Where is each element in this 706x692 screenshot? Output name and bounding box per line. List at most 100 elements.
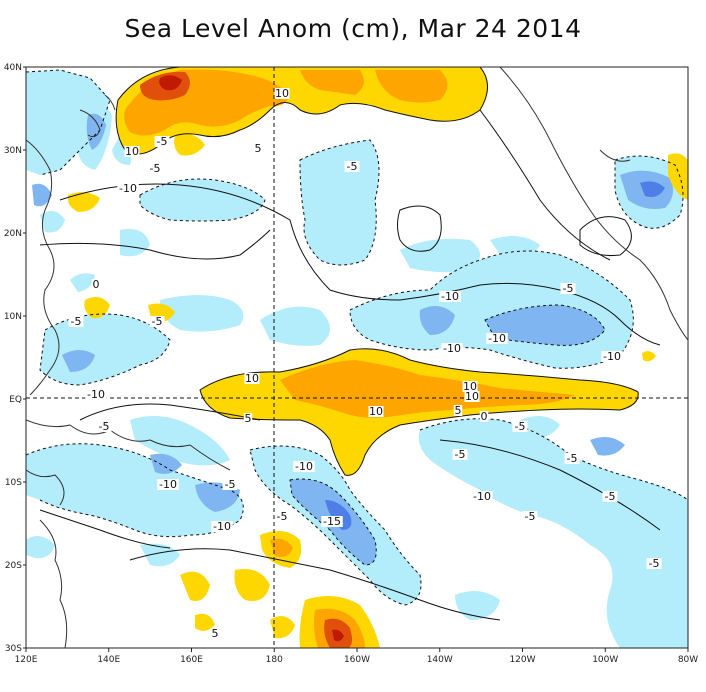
contour-label: -5 — [563, 282, 574, 295]
contour-label-background — [149, 316, 165, 327]
contour-label-background — [471, 491, 493, 502]
y-tick-label: 40N — [4, 63, 22, 73]
contour-label-background — [560, 283, 576, 294]
contour-labels: 1010-55-5-100-5-10-5-5-5-10-10-10-5-1010… — [68, 87, 662, 640]
contour-label: -5 — [152, 315, 163, 328]
x-axis: 120E 140E 160E 180 160W 140W 120W 100W 80W — [15, 648, 698, 665]
contour-label: 10 — [463, 380, 477, 393]
contour-label: -10 — [159, 478, 177, 491]
contour-label-background — [602, 491, 618, 502]
contour-label: -5 — [347, 160, 358, 173]
contour-label: -10 — [603, 350, 621, 363]
contour-label-background — [441, 343, 463, 354]
x-tick-label: 80W — [678, 655, 698, 665]
y-tick-label: EQ — [9, 395, 22, 405]
contour-label: -10 — [473, 490, 491, 503]
contour-label-background — [486, 333, 508, 344]
contour-label-background — [453, 405, 463, 416]
contour-label-background — [646, 558, 662, 569]
contour-label-background — [91, 279, 101, 290]
contour-label: -5 — [150, 162, 161, 175]
contour-label: 5 — [212, 627, 219, 640]
x-tick-label: 180 — [266, 655, 283, 665]
contour-label: -5 — [225, 478, 236, 491]
dashed-contour-lines — [26, 69, 688, 606]
contour-label-background — [522, 511, 538, 522]
contour-label: -5 — [157, 135, 168, 148]
contour-label-background — [243, 413, 253, 424]
contour-label-background — [124, 146, 140, 157]
contour-label-background — [464, 391, 480, 402]
contour-label-background — [368, 406, 384, 417]
contour-label: 0 — [93, 278, 100, 291]
contour-label-background — [244, 373, 260, 384]
contour-label: -5 — [515, 420, 526, 433]
contour-label-background — [293, 461, 315, 472]
x-tick-label: 140W — [427, 655, 453, 665]
contour-label: -5 — [99, 420, 110, 433]
contour-label-background — [157, 479, 179, 490]
contour-label: -5 — [567, 452, 578, 465]
y-tick-label: 30S — [5, 644, 22, 654]
contour-label-background — [96, 421, 112, 432]
contour-label: -10 — [213, 520, 231, 533]
x-tick-label: 160W — [344, 655, 370, 665]
negative-anomaly-moderate — [32, 113, 674, 565]
contour-label-background — [211, 521, 233, 532]
contour-label-background — [222, 479, 238, 490]
contour-label-background — [564, 453, 580, 464]
negative-anomaly-strong — [325, 181, 665, 530]
contour-label: -5 — [71, 315, 82, 328]
contour-label: -5 — [649, 557, 660, 570]
contour-label: 10 — [125, 145, 139, 158]
contour-label: 10 — [369, 405, 383, 418]
contour-label: -10 — [443, 342, 461, 355]
contour-label: 5 — [255, 142, 262, 155]
x-tick-label: 160E — [180, 655, 203, 665]
contour-label-background — [253, 143, 263, 154]
contour-label: 5 — [455, 404, 462, 417]
contour-label: 10 — [465, 390, 479, 403]
y-tick-label: 20S — [5, 561, 22, 571]
contour-label-background — [452, 449, 468, 460]
y-tick-label: 30N — [4, 146, 22, 156]
x-tick-label: 120E — [15, 655, 38, 665]
y-tick-label: 10S — [5, 478, 22, 488]
contour-label: -10 — [295, 460, 313, 473]
contour-label: -5 — [605, 490, 616, 503]
contour-label-background — [321, 516, 343, 527]
y-tick-label: 10N — [4, 312, 22, 322]
contour-label-background — [154, 136, 170, 147]
contour-label-background — [479, 411, 489, 422]
contour-label: -10 — [87, 388, 105, 401]
coastlines — [26, 67, 688, 648]
contour-label-background — [147, 163, 163, 174]
contour-label: 0 — [481, 410, 488, 423]
contour-label: -10 — [488, 332, 506, 345]
contour-label-background — [344, 161, 360, 172]
map-title: Sea Level Anom (cm), Mar 24 2014 — [124, 14, 582, 43]
contour-label: -15 — [323, 515, 341, 528]
contour-label: 10 — [275, 87, 289, 100]
contour-label-background — [274, 88, 290, 99]
contour-label-background — [512, 421, 528, 432]
contour-label-background — [210, 628, 220, 639]
contour-label: -10 — [119, 182, 137, 195]
contour-label: -5 — [277, 510, 288, 523]
x-tick-label: 140E — [97, 655, 120, 665]
contour-label: 5 — [245, 412, 252, 425]
contour-label-background — [117, 183, 139, 194]
y-axis: 40N 30N 20N 10N EQ 10S 20S 30S — [4, 63, 26, 654]
contour-label-background — [68, 316, 84, 327]
contour-label-background — [85, 389, 107, 400]
contour-label: 10 — [245, 372, 259, 385]
contour-label-background — [439, 291, 461, 302]
x-tick-label: 100W — [592, 655, 618, 665]
contour-label-background — [274, 511, 290, 522]
x-tick-label: 120W — [509, 655, 535, 665]
contour-label: -10 — [441, 290, 459, 303]
contour-label-background — [462, 381, 478, 392]
positive-anomaly-extreme — [159, 75, 344, 642]
y-tick-label: 20N — [4, 229, 22, 239]
